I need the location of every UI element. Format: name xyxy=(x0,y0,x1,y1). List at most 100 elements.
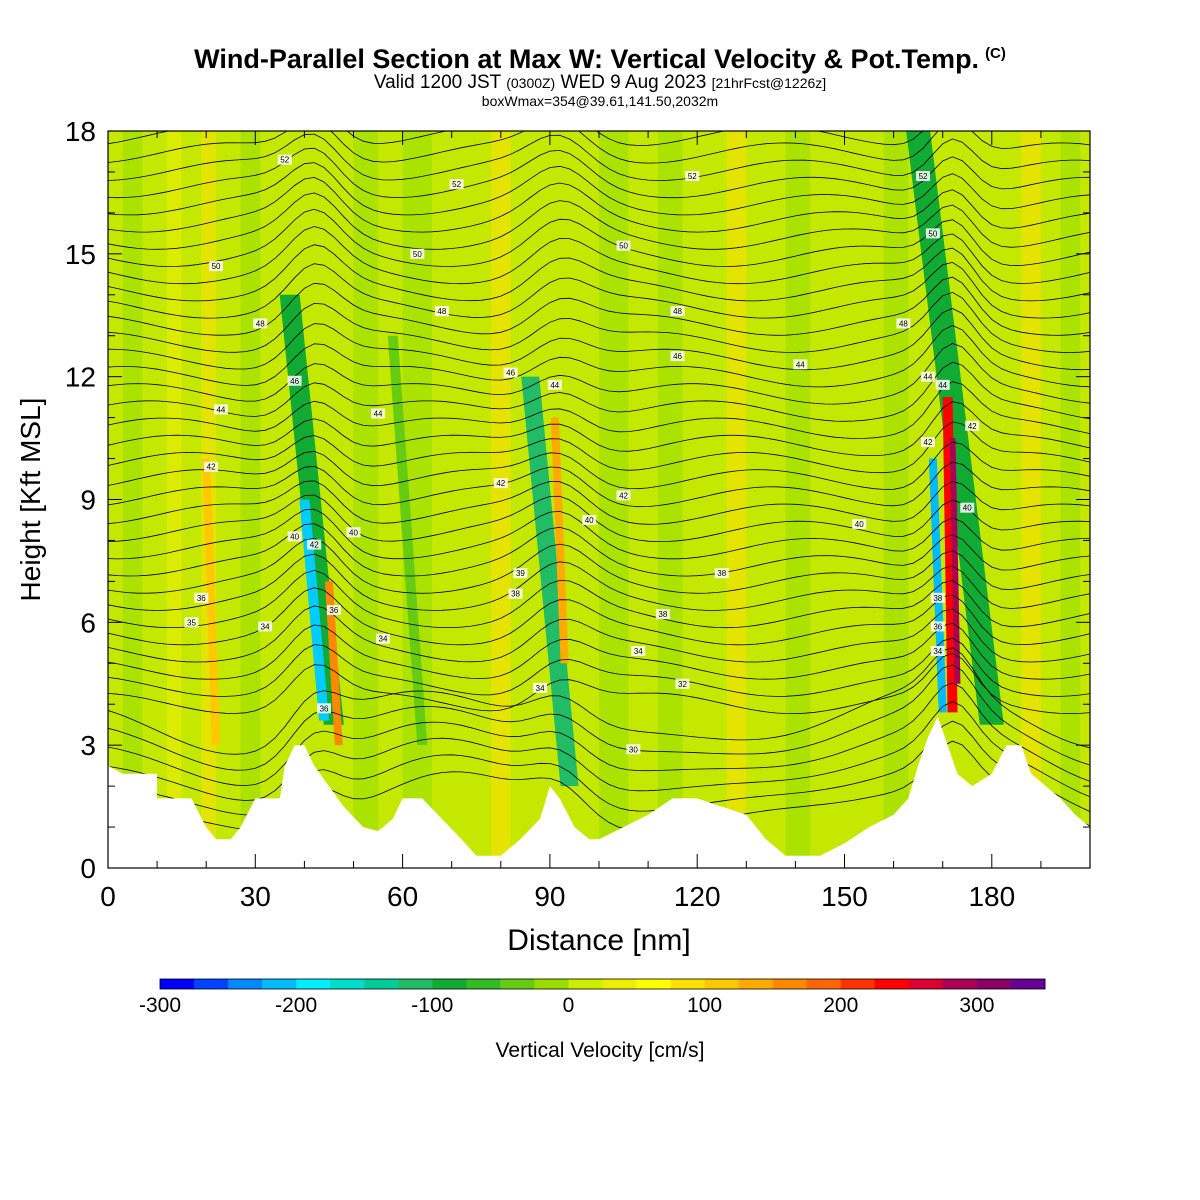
colorbar-tick-label: 100 xyxy=(687,994,722,1017)
velocity-band xyxy=(1021,131,1041,868)
contour-label-text: 38 xyxy=(717,569,726,578)
contour-label-text: 48 xyxy=(673,307,682,316)
contour-label-text: 34 xyxy=(933,647,942,656)
updraft-core xyxy=(202,458,221,746)
contour-label: 44 xyxy=(213,404,228,415)
theta-contour xyxy=(108,244,1090,302)
colorbar-tick-label: -300 xyxy=(139,994,181,1017)
contour-label-text: 48 xyxy=(437,307,446,316)
downdraft-streak xyxy=(387,335,428,746)
contour-label: 38 xyxy=(714,568,729,579)
contour-label: 42 xyxy=(920,437,935,448)
contour-label-text: 48 xyxy=(899,319,908,328)
contour-label: 50 xyxy=(410,248,425,259)
colorbar-swatch xyxy=(398,979,433,989)
x-axis-label: Distance [nm] xyxy=(507,924,690,957)
contour-label-text: 46 xyxy=(290,377,299,386)
colorbar-swatch xyxy=(500,979,535,989)
contour-label: 38 xyxy=(930,592,945,603)
contour-label: 44 xyxy=(371,408,386,419)
contour-label-bg xyxy=(449,179,464,190)
velocity-band xyxy=(490,131,511,868)
x-tick-label: 180 xyxy=(968,881,1015,912)
contour-label-bg xyxy=(258,621,273,632)
contour-label-text: 30 xyxy=(629,745,638,754)
colorbar-swatch xyxy=(704,979,740,989)
contour-label-text: 38 xyxy=(933,594,942,603)
contour-label-bg xyxy=(253,318,268,329)
colorbar-swatch xyxy=(772,979,808,989)
theta-contour xyxy=(108,622,1090,680)
contour-label-bg xyxy=(616,240,631,251)
colorbar-swatch xyxy=(874,979,910,989)
contour-label-bg xyxy=(371,408,386,419)
contour-label-bg xyxy=(793,359,808,370)
contour-label: 40 xyxy=(582,514,597,525)
contour-label-text: 46 xyxy=(673,352,682,361)
theta-contour xyxy=(108,133,1090,181)
x-tick-label: 30 xyxy=(240,881,271,912)
chart-subtitle-box-info: boxWmax=354@39.61,141.50,2032m xyxy=(481,93,719,109)
theta-contour xyxy=(108,494,1090,543)
contour-label: 34 xyxy=(258,621,273,632)
velocity-band xyxy=(726,131,747,868)
contour-label-bg xyxy=(213,404,228,415)
contour-label-text: 44 xyxy=(796,360,805,369)
contour-label-text: 40 xyxy=(963,504,972,513)
y-axis-label: Height [Kft MSL] xyxy=(15,398,46,602)
contour-label: 36 xyxy=(194,592,209,603)
colorbar-tick-label: -100 xyxy=(411,994,453,1017)
contour-label-text: 44 xyxy=(216,405,225,414)
contour-label-text: 36 xyxy=(329,606,338,615)
contour-label-bg xyxy=(533,682,548,693)
theta-contour xyxy=(108,523,1090,577)
theta-contour xyxy=(108,81,1090,129)
contour-label: 44 xyxy=(935,379,950,390)
contour-label-bg xyxy=(960,502,975,513)
colorbar-swatch xyxy=(330,979,365,989)
y-tick-label: 3 xyxy=(80,730,96,761)
contour-label: 52 xyxy=(277,154,292,165)
contour-label-text: 42 xyxy=(207,463,216,472)
contour-label-bg xyxy=(631,645,646,656)
velocity-band xyxy=(883,131,909,868)
contour-label: 36 xyxy=(326,605,341,616)
contour-label: 42 xyxy=(616,490,631,501)
colorbar-swatch xyxy=(670,979,706,989)
contour-label: 44 xyxy=(547,379,562,390)
contour-label-bg xyxy=(513,568,528,579)
contour-label-bg xyxy=(582,514,597,525)
contour-label-bg xyxy=(434,306,449,317)
contour-label-bg xyxy=(547,379,562,390)
contour-label-bg xyxy=(685,171,700,182)
velocity-band xyxy=(657,131,683,868)
contour-label-bg xyxy=(896,318,911,329)
contour-label-text: 50 xyxy=(413,250,422,259)
x-tick-label: 0 xyxy=(100,881,116,912)
contour-label: 35 xyxy=(184,617,199,628)
y-tick-label: 6 xyxy=(80,607,96,638)
contour-label-bg xyxy=(307,539,322,550)
x-tick-label: 60 xyxy=(387,881,418,912)
contour-label: 46 xyxy=(670,351,685,362)
contour-label: 40 xyxy=(852,519,867,530)
colorbar-swatch xyxy=(534,979,569,989)
theta-contour xyxy=(108,421,1090,474)
contour-label: 48 xyxy=(896,318,911,329)
colorbar-tick-label: 200 xyxy=(823,994,858,1017)
contour-label-text: 46 xyxy=(506,369,515,378)
contour-label-text: 34 xyxy=(379,635,388,644)
colorbar-swatch xyxy=(296,979,331,989)
theta-contour xyxy=(108,308,1090,371)
velocity-band xyxy=(785,131,811,868)
contour-label-text: 50 xyxy=(212,262,221,271)
contour-label: 48 xyxy=(253,318,268,329)
contour-label-bg xyxy=(410,248,425,259)
contour-label-bg xyxy=(346,527,361,538)
contour-label: 38 xyxy=(508,588,523,599)
contour-label-text: 34 xyxy=(536,684,545,693)
colorbar-swatch xyxy=(806,979,842,989)
colorbar-swatch xyxy=(194,979,229,989)
contour-label: 34 xyxy=(930,645,945,656)
contour-label-text: 52 xyxy=(688,172,697,181)
